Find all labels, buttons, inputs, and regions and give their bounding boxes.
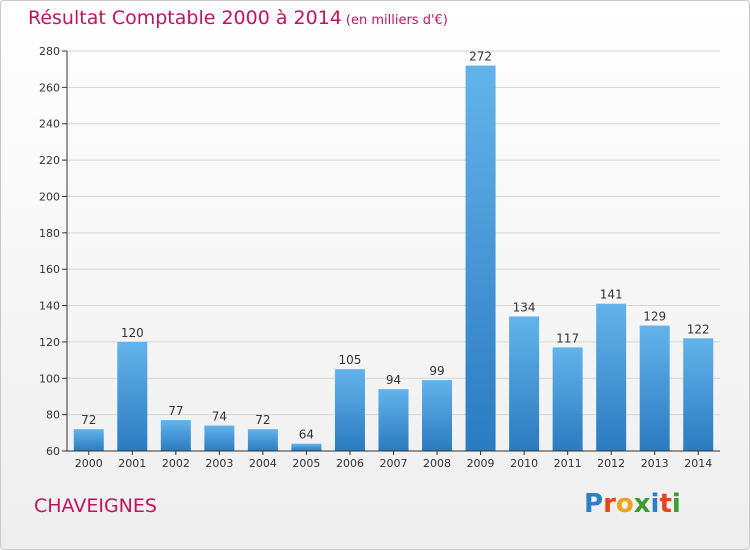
bar-value-label: 120 [121,326,144,340]
bar [683,338,714,451]
bar-value-label: 99 [429,364,444,378]
bar-value-label: 117 [556,331,579,345]
bar [334,369,365,451]
x-tick-label: 2014 [684,457,712,470]
y-tick-label: 100 [39,372,60,385]
bar [378,389,409,451]
y-tick-label: 120 [39,336,60,349]
x-tick-label: 2006 [336,457,364,470]
bar [465,65,496,451]
labels: 72 120 77 74 72 64 105 94 99 272 134 117 141 129 122 [81,50,710,442]
y-tick-label: 80 [46,409,60,422]
bar [160,420,191,451]
y-tick-label: 240 [39,118,60,131]
y-tick-label: 140 [39,300,60,313]
axes: 60 80 100 120 140 160 180 200 220 240 260 280 2000 20… [39,45,720,470]
x-tick-label: 2000 [75,457,103,470]
bar-value-label: 72 [255,413,270,427]
x-tick-label: 2011 [554,457,582,470]
logo-letter: i [650,489,660,519]
proxiti-logo: Proxiti [584,489,681,519]
logo-letter: i [671,489,681,519]
x-tick-label: 2008 [423,457,451,470]
bar [117,341,148,451]
logo-letter: P [584,489,604,519]
bar-value-label: 64 [299,428,314,442]
bar-value-label: 72 [81,413,96,427]
chart-title: Résultat Comptable 2000 à 2014 (en millie… [28,7,448,29]
bar-value-label: 77 [168,404,183,418]
bar-value-label: 272 [469,50,492,64]
chart-unit: (en milliers d'€) [345,13,448,28]
commune-name: CHAVEIGNES [34,495,157,517]
bar-value-label: 105 [339,353,362,367]
bar [639,325,670,451]
x-tick-label: 2013 [641,457,669,470]
x-tick-label: 2012 [597,457,625,470]
y-tick-label: 220 [39,154,60,167]
bar [552,347,583,451]
y-tick-label: 60 [46,445,60,458]
y-tick-label: 260 [39,81,60,94]
x-tick-label: 2002 [162,457,190,470]
bar-value-label: 141 [600,288,623,302]
bar [73,429,104,451]
bar-value-label: 129 [643,310,666,324]
x-tick-label: 2004 [249,457,277,470]
y-tick-label: 160 [39,263,60,276]
bar [422,380,453,451]
bar-value-label: 94 [386,373,401,387]
y-tick-label: 180 [39,227,60,240]
bar [204,425,235,451]
bar-value-label: 134 [513,300,536,314]
x-tick-label: 2005 [292,457,320,470]
logo-letter: t [659,489,672,519]
logo-letter: o [615,489,634,519]
bar [247,429,278,451]
y-tick-label: 280 [39,45,60,58]
bar [509,316,540,451]
bar [596,303,627,451]
chart-title-text: Résultat Comptable 2000 à 2014 [28,7,342,29]
x-tick-label: 2007 [380,457,408,470]
bar-value-label: 74 [212,410,227,424]
bars [73,65,714,451]
logo-letter: r [603,489,616,519]
bar-value-label: 122 [687,322,710,336]
x-tick-label: 2009 [467,457,495,470]
logo-letter: x [633,489,651,519]
bar [291,443,322,451]
x-tick-label: 2010 [510,457,538,470]
x-tick-label: 2003 [205,457,233,470]
x-tick-label: 2001 [118,457,146,470]
y-tick-label: 200 [39,190,60,203]
